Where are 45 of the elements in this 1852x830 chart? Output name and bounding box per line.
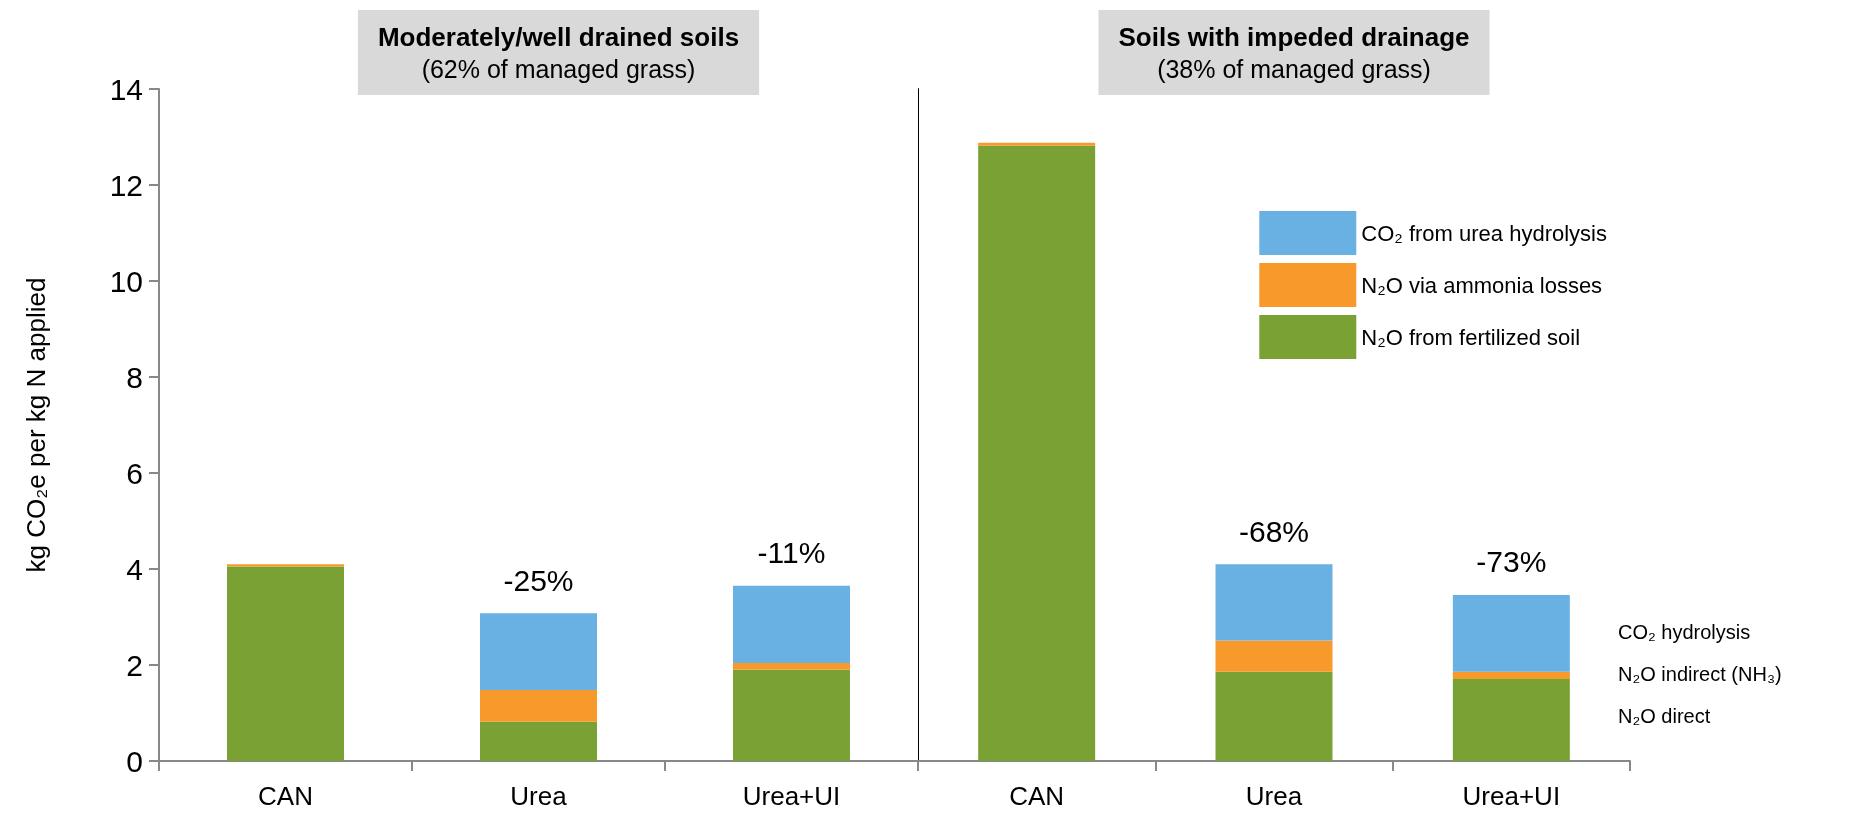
chart-subtitle: (62% of managed grass) <box>421 54 696 83</box>
bar <box>1215 671 1333 761</box>
y-axis-title: kg CO₂e per kg N applied <box>21 277 51 573</box>
annotation: -11% <box>757 536 826 570</box>
legend-label: CO₂ from urea hydrolysis <box>1361 220 1607 246</box>
y-tick-label: 8 <box>126 360 143 394</box>
x-tick-label: Urea <box>1245 781 1303 811</box>
bar <box>978 142 1096 146</box>
legend-label: N₂O from fertilized soil <box>1361 324 1581 350</box>
y-tick-label: 4 <box>126 552 143 586</box>
x-tick-label: Urea <box>510 781 568 811</box>
bar <box>1452 594 1570 672</box>
bar <box>227 564 344 567</box>
bar <box>733 669 850 761</box>
annotation: N₂O direct <box>1618 705 1711 727</box>
bar <box>480 613 597 690</box>
bar <box>733 663 850 670</box>
annotation: N₂O indirect (NH₃) <box>1618 663 1782 685</box>
x-tick-label: Urea+UI <box>742 781 841 811</box>
annotation: CO₂ hydrolysis <box>1618 621 1751 643</box>
y-tick-label: 6 <box>126 456 143 490</box>
bar <box>733 585 850 664</box>
chart-subtitle: (38% of managed grass) <box>1157 54 1431 83</box>
annotation: -73% <box>1476 545 1547 579</box>
bar <box>1215 640 1333 672</box>
annotation: -25% <box>503 563 574 597</box>
y-tick-label: 2 <box>126 648 143 682</box>
chart-title: Moderately/well drained soils <box>377 22 740 52</box>
bar <box>227 566 344 761</box>
x-tick-label: Urea+UI <box>1462 781 1561 811</box>
y-tick-label: 14 <box>109 72 143 106</box>
x-tick-label: CAN <box>258 781 313 811</box>
legend-label: N₂O via ammonia losses <box>1361 272 1603 298</box>
bar <box>480 721 597 761</box>
bar <box>1452 678 1570 761</box>
y-tick-label: 10 <box>109 264 143 298</box>
bar <box>480 689 597 722</box>
annotation: -68% <box>1238 514 1310 548</box>
bar <box>1452 671 1570 679</box>
bar <box>1215 564 1333 641</box>
bar <box>978 145 1096 761</box>
y-tick-label: 12 <box>109 168 143 202</box>
chart-title: Soils with impeded drainage <box>1118 22 1470 52</box>
x-tick-label: CAN <box>1009 781 1065 811</box>
y-tick-label: 0 <box>126 744 143 778</box>
